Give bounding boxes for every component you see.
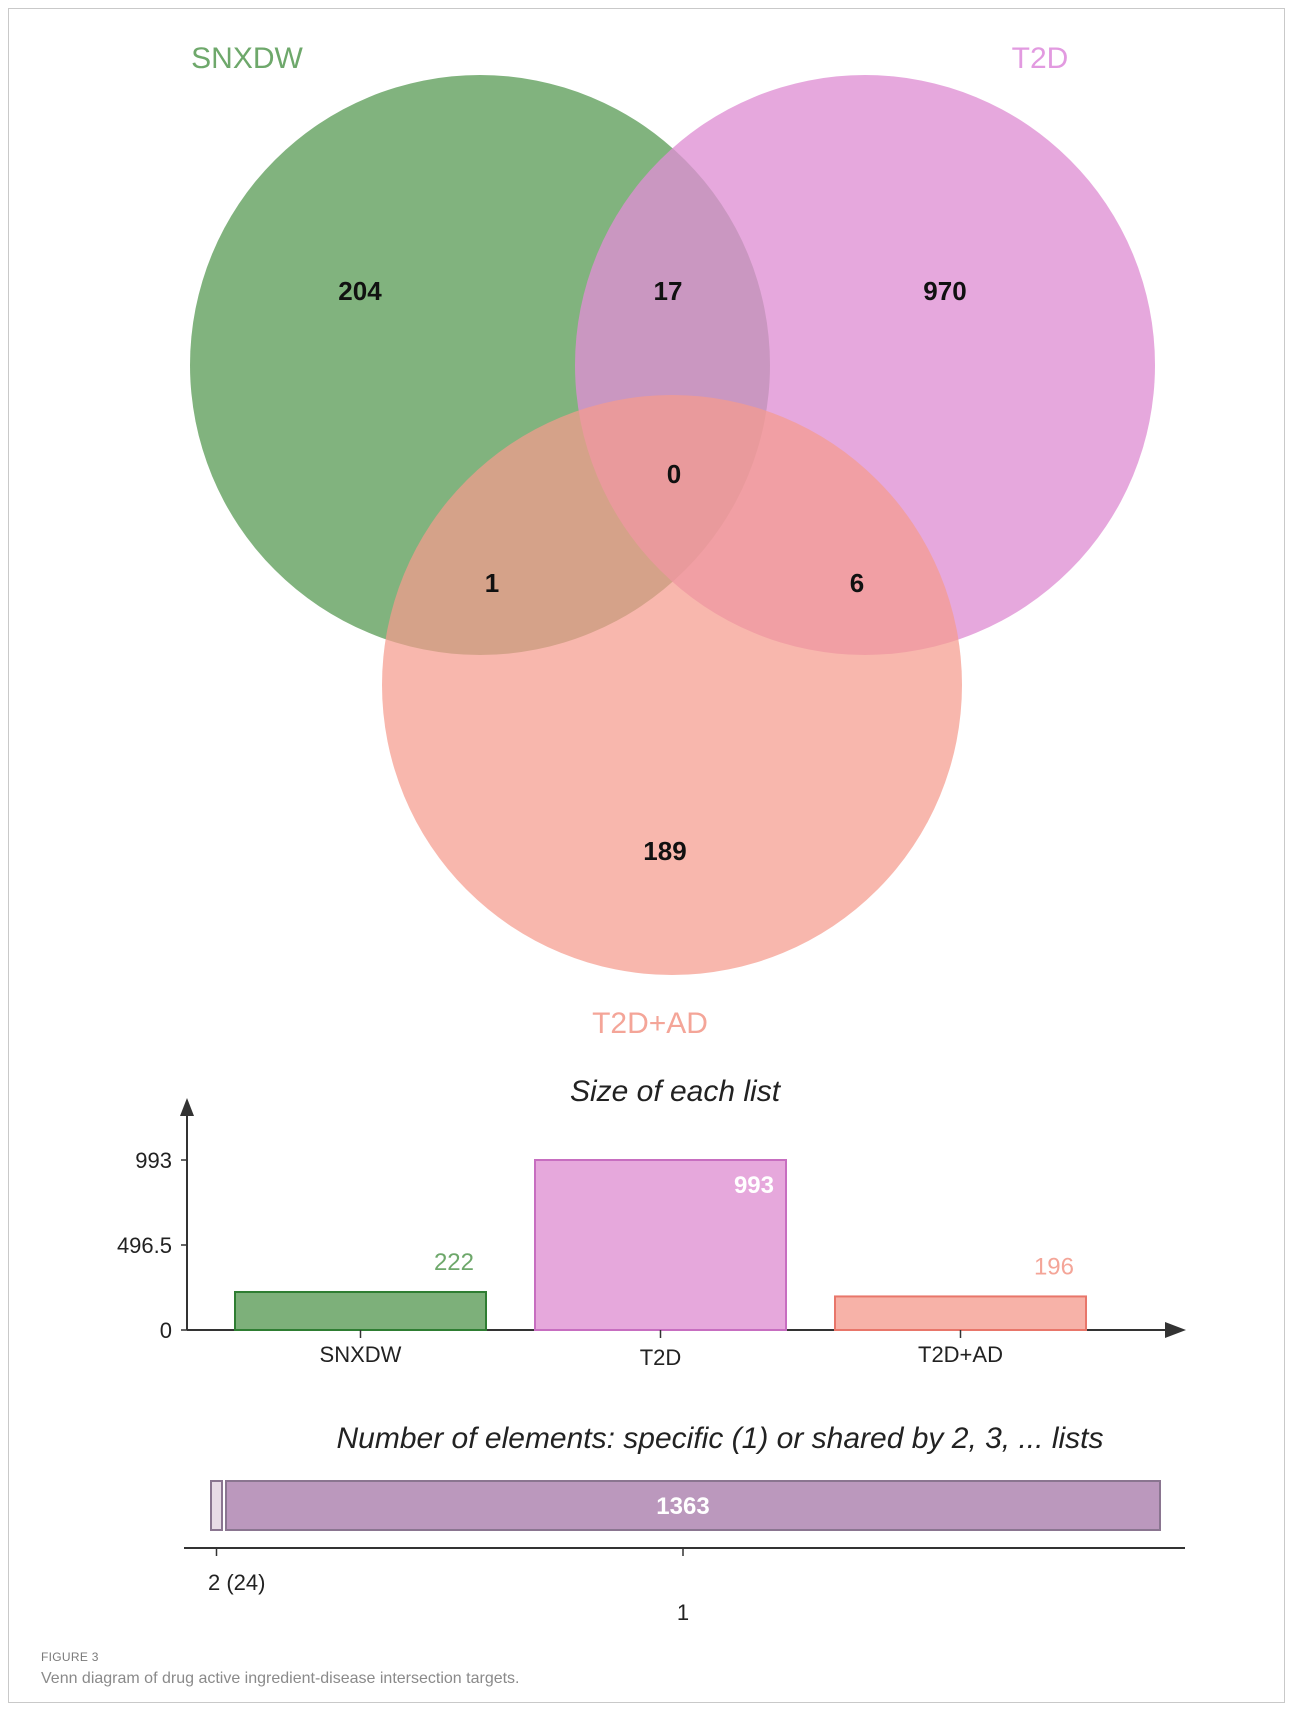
shared-elements-bar-2 [210, 1480, 223, 1531]
venn-count-t2d-t2d-ad: 6 [850, 568, 864, 598]
list-size-value-label: 993 [734, 1172, 774, 1199]
venn-label-snxdw: SNXDW [191, 42, 303, 75]
figure-label: FIGURE 3 [41, 1650, 99, 1664]
list-size-bar-t2d-ad [834, 1295, 1087, 1331]
list-size-y-tick-label: 993 [135, 1148, 172, 1173]
shared-elements-value-label: 1363 [656, 1493, 709, 1520]
shared-elements-category-label: 1 [677, 1600, 689, 1625]
list-size-y-tick-label: 496.5 [117, 1233, 172, 1258]
list-size-category-label: T2D+AD [918, 1342, 1003, 1367]
list-size-category-label: SNXDW [320, 1342, 402, 1367]
venn-count-snxdw-t2d: 17 [654, 276, 683, 306]
venn-count-snxdw-t2d-ad: 1 [485, 568, 499, 598]
shared-elements-bar-1 [225, 1480, 1161, 1531]
venn-count-all: 0 [667, 459, 681, 489]
list-size-value-label: 196 [1034, 1253, 1074, 1280]
list-size-y-tick-label: 0 [160, 1318, 172, 1343]
list-size-y-axis-arrow [180, 1098, 194, 1116]
list-size-bar-snxdw [234, 1290, 487, 1332]
list-size-chart-title: Size of each list [570, 1075, 782, 1108]
list-size-category-label: T2D [640, 1345, 682, 1370]
venn-count-t2d-only: 970 [923, 276, 966, 306]
list-size-bar-t2d [534, 1159, 787, 1331]
figure-caption: Venn diagram of drug active ingredient-d… [41, 1670, 520, 1687]
venn-label-t2d-ad: T2D+AD [592, 1007, 708, 1040]
venn-count-snxdw-only: 204 [338, 276, 382, 306]
shared-elements-chart-title: Number of elements: specific (1) or shar… [337, 1422, 1104, 1455]
figure-frame [8, 8, 1285, 1703]
list-size-chart: Size of each list 0 496.5 993 222 SNXDW 993 T… [117, 1075, 1186, 1370]
shared-elements-category-label: 2 (24) [208, 1570, 265, 1595]
list-size-x-axis-arrow [1165, 1322, 1186, 1338]
list-size-value-label: 222 [434, 1249, 474, 1276]
venn-circle-t2d-ad [382, 395, 962, 975]
shared-elements-chart: Number of elements: specific (1) or shar… [184, 1422, 1185, 1625]
venn-count-t2d-ad-only: 189 [643, 836, 686, 866]
venn-label-t2d: T2D [1012, 42, 1069, 75]
venn-diagram: SNXDW T2D T2D+AD 204 970 189 17 1 6 0 [190, 42, 1155, 1040]
